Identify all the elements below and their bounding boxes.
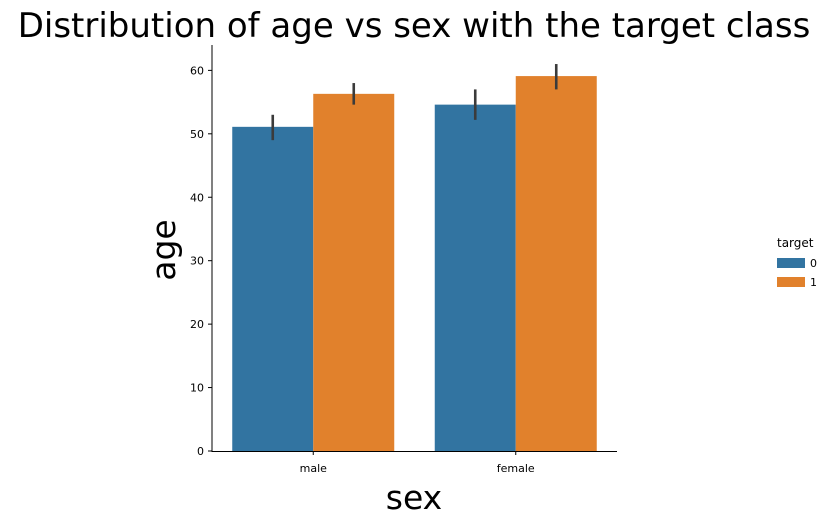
legend-swatch [777, 277, 805, 287]
legend-label: 0 [810, 257, 817, 270]
y-tick-label: 20 [190, 318, 204, 331]
bar-male-target-0 [232, 126, 314, 451]
legend-label: 1 [810, 276, 817, 289]
y-tick-label: 30 [190, 255, 204, 268]
bar-male-target-1 [313, 93, 395, 452]
y-tick-label: 50 [190, 128, 204, 141]
y-tick-label: 60 [190, 64, 204, 77]
legend-swatch [777, 258, 805, 268]
bar-female-target-0 [434, 104, 516, 451]
chart-title: Distribution of age vs sex with the targ… [18, 6, 811, 46]
y-tick-label: 10 [190, 382, 204, 395]
bar-female-target-1 [515, 76, 597, 451]
x-tick-label: female [497, 462, 535, 475]
x-tick-label: male [300, 462, 328, 475]
y-tick-label: 0 [197, 445, 204, 458]
legend: target 0 1 [777, 236, 817, 289]
legend-title: target [777, 236, 814, 250]
y-axis-label: age [144, 219, 183, 280]
plot-area [232, 64, 597, 452]
y-tick-label: 40 [190, 191, 204, 204]
x-axis-label: sex [386, 478, 442, 517]
